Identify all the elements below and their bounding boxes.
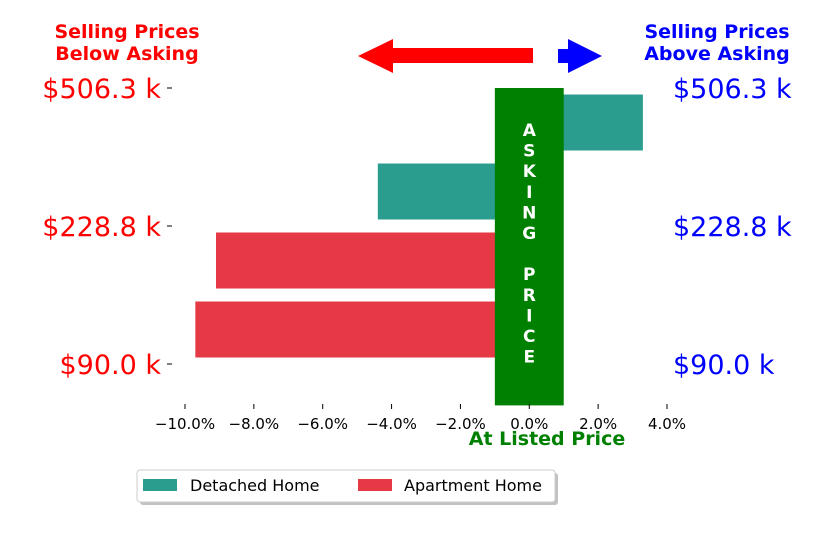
left-arrow-icon bbox=[358, 39, 533, 73]
x-tick-label-0: −10.0% bbox=[155, 415, 215, 433]
asking-band-letter-7: P bbox=[523, 265, 535, 285]
right-price-label-2: $90.0 k bbox=[673, 350, 775, 381]
apartment-bar-1 bbox=[195, 301, 530, 358]
asking-band-letter-11: E bbox=[523, 348, 535, 368]
x-tick-label-3: −4.0% bbox=[366, 415, 417, 433]
apartment-bar-0 bbox=[215, 232, 530, 289]
legend-label-detached: Detached Home bbox=[190, 476, 320, 495]
x-tick-label-7: 4.0% bbox=[648, 415, 686, 433]
asking-band-letter-9: I bbox=[526, 306, 532, 326]
legend-swatch-apartment bbox=[358, 479, 392, 491]
legend: Detached Home Apartment Home bbox=[136, 469, 558, 505]
asking-band-letter-5: G bbox=[522, 224, 536, 244]
left-price-label-2: $90.0 k bbox=[59, 350, 161, 381]
x-tick-label-2: −6.0% bbox=[297, 415, 348, 433]
left-price-label-0: $506.3 k bbox=[42, 74, 161, 105]
asking-band-letter-8: R bbox=[523, 286, 536, 306]
above-asking-title-line1: Selling Prices bbox=[644, 21, 789, 43]
above-asking-title-line2: Above Asking bbox=[644, 43, 790, 65]
asking-band-letter-3: I bbox=[526, 183, 532, 203]
below-asking-title-line1: Selling Prices bbox=[54, 21, 199, 43]
left-price-label-1: $228.8 k bbox=[42, 212, 161, 243]
asking-band-letter-2: K bbox=[523, 162, 537, 182]
legend-swatch-detached bbox=[143, 479, 177, 491]
right-arrow-icon bbox=[558, 39, 602, 73]
legend-label-apartment: Apartment Home bbox=[404, 476, 542, 495]
asking-band-letter-1: S bbox=[523, 142, 535, 162]
x-tick-label-1: −8.0% bbox=[229, 415, 280, 433]
x-tick-label-4: −2.0% bbox=[435, 415, 486, 433]
asking-band-letter-4: N bbox=[522, 203, 536, 223]
asking-price-band bbox=[494, 88, 564, 406]
right-price-label-1: $228.8 k bbox=[673, 212, 792, 243]
asking-band-letter-10: C bbox=[523, 327, 535, 347]
x-tick-label-6: 2.0% bbox=[579, 415, 617, 433]
x-axis-label: At Listed Price bbox=[469, 428, 625, 450]
right-price-label-0: $506.3 k bbox=[673, 74, 792, 105]
below-asking-title-line2: Below Asking bbox=[55, 43, 198, 65]
asking-band-letter-0: A bbox=[523, 121, 537, 141]
x-tick-label-5: 0.0% bbox=[510, 415, 548, 433]
